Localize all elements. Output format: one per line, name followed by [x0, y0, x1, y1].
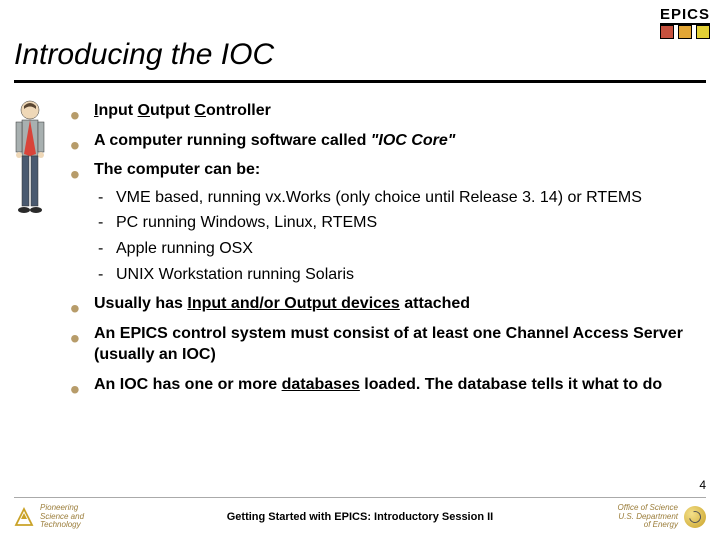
sub-item: Apple running OSX [94, 238, 696, 260]
bullet-text: The computer can be: [94, 161, 260, 178]
footer-divider [14, 497, 706, 498]
sub-list: VME based, running vx.Works (only choice… [94, 187, 696, 285]
bullet-text: An IOC has one or more databases loaded.… [94, 376, 662, 393]
bullet-item: A computer running software called "IOC … [70, 130, 696, 152]
slide-content: Input Output Controller A computer runni… [70, 100, 696, 404]
epics-logo: EPICS [660, 6, 710, 39]
doe-logo-icon [684, 506, 706, 528]
bullet-item: An EPICS control system must consist of … [70, 323, 696, 366]
bullet-text: Input Output Controller [94, 102, 271, 119]
epics-logo-boxes [660, 25, 710, 39]
page-number: 4 [699, 478, 706, 492]
sub-item: PC running Windows, Linux, RTEMS [94, 212, 696, 234]
sub-item: VME based, running vx.Works (only choice… [94, 187, 696, 209]
bullet-text: A computer running software called "IOC … [94, 132, 455, 149]
footer-center-text: Getting Started with EPICS: Introductory… [14, 511, 706, 523]
bullet-text: Usually has Input and/or Output devices … [94, 295, 470, 312]
bullet-item: An IOC has one or more databases loaded.… [70, 374, 696, 396]
title-underline [14, 80, 706, 83]
sub-item: UNIX Workstation running Solaris [94, 264, 696, 286]
epics-logo-text: EPICS [660, 6, 710, 23]
bullet-item: The computer can be: VME based, running … [70, 159, 696, 285]
slide-title: Introducing the IOC [14, 38, 274, 72]
bullet-list: Input Output Controller A computer runni… [70, 100, 696, 396]
bullet-item: Input Output Controller [70, 100, 696, 122]
person-illustration [10, 98, 50, 228]
footer: PioneeringScience andTechnology Getting … [14, 500, 706, 534]
bullet-item: Usually has Input and/or Output devices … [70, 293, 696, 315]
bullet-text: An EPICS control system must consist of … [94, 325, 683, 364]
